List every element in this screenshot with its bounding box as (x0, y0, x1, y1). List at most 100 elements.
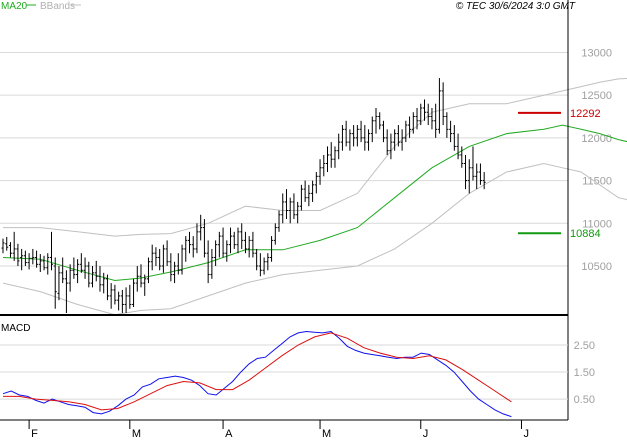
ohlc-bar (374, 107, 378, 134)
ohlc-bar (270, 236, 274, 262)
ohlc-bar (132, 278, 136, 308)
ohlc-bar (284, 189, 288, 220)
ohlc-bar (173, 261, 177, 284)
ohlc-bar (72, 257, 76, 279)
ohlc-bar (38, 254, 42, 272)
ohlc-bar (464, 154, 468, 190)
ohlc-bar (370, 116, 374, 143)
ohlc-bar (337, 133, 341, 160)
ohlc-bar (318, 159, 322, 185)
copyright-timestamp: © TEC 30/6/2024 3:0 GMT (456, 1, 576, 12)
ohlc-bar (292, 193, 296, 220)
ohlc-bar (393, 129, 397, 151)
ohlc-bar (105, 274, 109, 301)
ohlc-bar (158, 248, 162, 271)
ohlc-bar (98, 266, 102, 292)
ohlc-bar (117, 291, 121, 311)
ohlc-bar (363, 125, 367, 151)
ohlc-bar (16, 243, 20, 267)
ohlc-bar (225, 240, 229, 262)
ohlc-bar (61, 257, 65, 284)
ohlc-bar (202, 219, 206, 258)
ohlc-bar (471, 146, 475, 181)
ohlc-bar (154, 247, 158, 267)
ohlc-bar (214, 240, 218, 267)
ohlc-bar (229, 227, 233, 254)
ohlc-bar (53, 257, 57, 309)
ohlc-bar (408, 116, 412, 138)
ohlc-bar (240, 223, 244, 249)
ohlc-bar (340, 125, 344, 151)
price-levels: 12292 10884 (518, 108, 601, 240)
ohlc-bar (411, 112, 415, 134)
price-bars (1, 78, 486, 313)
ohlc-bar (64, 270, 68, 313)
ohlc-bar (165, 240, 169, 267)
ohlc-bar (460, 146, 464, 168)
ohlc-bar (176, 253, 180, 275)
macd-tick-label: 2.50 (574, 340, 595, 352)
ohlc-bar (307, 184, 311, 207)
ohlc-bar (355, 125, 359, 147)
macd-line (2, 330, 512, 418)
ohlc-bar (79, 253, 83, 273)
bb-lower-line (2, 162, 627, 316)
ma20-line (2, 124, 627, 282)
ohlc-bar (311, 180, 315, 202)
ohlc-bar (452, 125, 456, 151)
ohlc-bar (12, 231, 16, 261)
ohlc-bar (422, 99, 426, 121)
ohlc-bar (20, 248, 24, 271)
ohlc-bar (400, 129, 404, 151)
ohlc-bar (128, 284, 132, 309)
signal-line (3, 332, 512, 411)
ohlc-bar (344, 120, 348, 147)
ohlc-bar (49, 231, 53, 271)
ohlc-bar (139, 264, 143, 288)
ohlc-bar (333, 146, 337, 168)
ohlc-bar (161, 244, 165, 273)
ohlc-bar (124, 287, 128, 313)
ohlc-bar (314, 172, 318, 194)
ohlc-bar (76, 259, 80, 284)
price-axis: 10500 11000 11500 12000 12500 13000 (581, 47, 612, 273)
price-tick-label: 12000 (581, 133, 612, 145)
ohlc-bar (150, 244, 154, 271)
ohlc-bar (247, 236, 251, 258)
ohlc-bar (322, 154, 326, 177)
ohlc-bar (68, 264, 72, 292)
ohlc-bar (31, 248, 35, 265)
ohlc-bar (143, 274, 147, 296)
ohlc-bar (419, 103, 423, 126)
x-tick-label: M (132, 428, 141, 440)
ohlc-bar (299, 184, 303, 211)
x-tick-label: M (322, 428, 331, 440)
bb-upper-line (3, 78, 627, 237)
price-tick-label: 11000 (582, 218, 612, 230)
ohlc-bar (113, 284, 117, 305)
ohlc-bar (434, 103, 438, 138)
ohlc-bar (5, 236, 9, 251)
ohlc-bar (255, 248, 259, 271)
ohlc-bar (191, 236, 195, 258)
ma20-polyline (2, 124, 627, 282)
ohlc-bar (389, 133, 393, 160)
ohlc-bar (42, 255, 46, 271)
ohlc-bar (91, 266, 95, 288)
ohlc-bar (329, 142, 333, 168)
ohlc-bar (281, 193, 285, 224)
x-tick-label: J (423, 428, 429, 440)
ohlc-bar (288, 197, 292, 224)
x-tick-label: J (523, 428, 529, 440)
macd-tick-label: 1.50 (574, 367, 595, 379)
legend-bbands: BBands (40, 1, 75, 12)
ohlc-bar (184, 236, 188, 262)
ohlc-bar (359, 120, 363, 143)
ohlc-bar (83, 257, 87, 279)
ohlc-bar (135, 266, 139, 292)
price-tick-label: 12500 (581, 90, 612, 102)
ohlc-bar (296, 201, 300, 224)
bollinger-bands (2, 78, 627, 316)
